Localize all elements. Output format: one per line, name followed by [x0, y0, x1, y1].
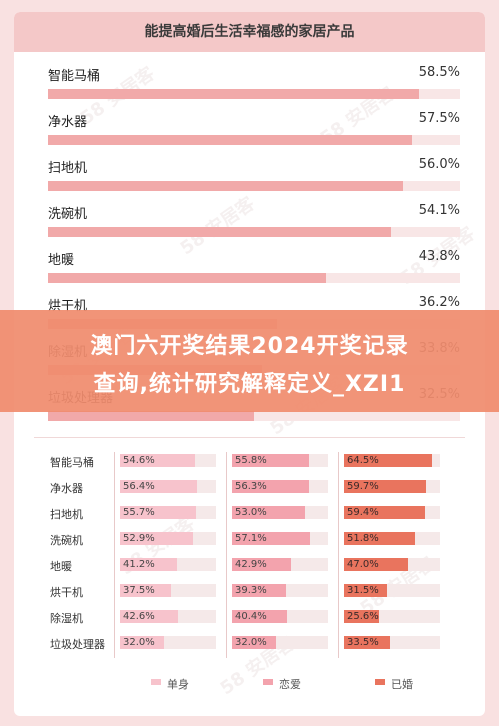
table-row-label: 垃圾处理器 — [50, 638, 105, 651]
bar — [232, 584, 286, 597]
data-label: 41.2% — [123, 559, 155, 570]
bar — [48, 181, 403, 191]
bar — [344, 506, 426, 519]
overlay-title-line-2: 查询,统计研究解释定义_XZI1 — [93, 372, 406, 397]
bar — [344, 636, 390, 649]
bar — [120, 636, 164, 649]
value-label: 54.1% — [418, 203, 460, 218]
bar — [48, 89, 419, 99]
bar — [344, 532, 416, 545]
value-label: 58.5% — [418, 65, 460, 80]
legend-label: 单身 — [167, 678, 189, 691]
bar — [48, 411, 254, 421]
table-row-label: 洗碗机 — [50, 534, 83, 547]
value-label: 36.2% — [418, 295, 460, 310]
bar-track — [48, 411, 460, 421]
data-label: 40.4% — [235, 611, 267, 622]
bar — [344, 610, 380, 623]
data-label: 56.4% — [123, 481, 155, 492]
bar — [232, 558, 291, 571]
data-label: 25.6% — [347, 611, 379, 622]
data-label: 52.9% — [123, 533, 155, 544]
bar — [232, 454, 309, 467]
overlay-banner[interactable]: 澳门六开奖结果2024开奖记录 查询,统计研究解释定义_XZI1 — [0, 310, 499, 412]
data-label: 53.0% — [235, 507, 267, 518]
table-row-label: 除湿机 — [50, 612, 83, 625]
column-separator — [226, 452, 227, 658]
bar — [344, 584, 388, 597]
top-bar-row: 智能马桶 58.5% — [48, 65, 460, 111]
value-label: 56.0% — [418, 157, 460, 172]
bar-track — [48, 181, 460, 191]
bar — [48, 135, 413, 145]
category-label: 智能马桶 — [48, 69, 101, 84]
data-label: 33.5% — [347, 637, 379, 648]
bar — [120, 454, 195, 467]
bar — [344, 558, 409, 571]
table-row-label: 扫地机 — [50, 508, 83, 521]
bar — [120, 558, 177, 571]
legend-swatch — [263, 679, 273, 685]
bar — [232, 610, 288, 623]
data-label: 42.6% — [123, 611, 155, 622]
data-label: 47.0% — [347, 559, 379, 570]
bar — [120, 584, 172, 597]
bar — [120, 480, 198, 493]
data-label: 59.4% — [347, 507, 379, 518]
bar-track — [48, 227, 460, 237]
data-label: 32.0% — [235, 637, 267, 648]
top-bar-row: 洗碗机 54.1% — [48, 203, 460, 249]
data-label: 39.3% — [235, 585, 267, 596]
data-label: 64.5% — [347, 455, 379, 466]
bar — [344, 480, 426, 493]
top-bar-row: 地暖 43.8% — [48, 249, 460, 295]
bar — [120, 506, 197, 519]
data-label: 57.1% — [235, 533, 267, 544]
legend-label: 恋爱 — [279, 678, 301, 691]
bar-track — [48, 135, 460, 145]
category-label: 地暖 — [48, 253, 75, 268]
data-label: 54.6% — [123, 455, 155, 466]
category-label: 洗碗机 — [48, 207, 88, 222]
data-label: 55.8% — [235, 455, 267, 466]
top-bar-row: 净水器 57.5% — [48, 111, 460, 157]
category-label: 扫地机 — [48, 161, 88, 176]
data-label: 32.0% — [123, 637, 155, 648]
table-row-label: 地暖 — [50, 560, 72, 573]
section-divider — [34, 437, 465, 438]
category-label: 净水器 — [48, 115, 88, 130]
table-row-label: 智能马桶 — [50, 456, 94, 469]
bar-track — [48, 273, 460, 283]
bar — [232, 480, 310, 493]
legend-swatch — [151, 679, 161, 685]
value-label: 43.8% — [418, 249, 460, 264]
data-label: 42.9% — [235, 559, 267, 570]
legend-label: 已婚 — [391, 678, 413, 691]
bar — [120, 532, 193, 545]
chart-title: 能提高婚后生活幸福感的家居产品 — [14, 12, 485, 52]
bar — [232, 636, 276, 649]
bar — [48, 273, 326, 283]
bar — [232, 506, 305, 519]
bar-track — [48, 89, 460, 99]
bar — [48, 227, 391, 237]
data-label: 31.5% — [347, 585, 379, 596]
column-separator — [338, 452, 339, 658]
top-bar-row: 扫地机 56.0% — [48, 157, 460, 203]
bar — [232, 532, 311, 545]
value-label: 57.5% — [418, 111, 460, 126]
bar — [120, 610, 179, 623]
bar — [344, 454, 433, 467]
data-label: 55.7% — [123, 507, 155, 518]
data-label: 56.3% — [235, 481, 267, 492]
legend-swatch — [375, 679, 385, 685]
data-label: 51.8% — [347, 533, 379, 544]
data-label: 59.7% — [347, 481, 379, 492]
table-row-label: 净水器 — [50, 482, 83, 495]
overlay-title-line-1: 澳门六开奖结果2024开奖记录 — [90, 334, 409, 359]
column-separator — [114, 452, 115, 658]
data-label: 37.5% — [123, 585, 155, 596]
table-row-label: 烘干机 — [50, 586, 83, 599]
